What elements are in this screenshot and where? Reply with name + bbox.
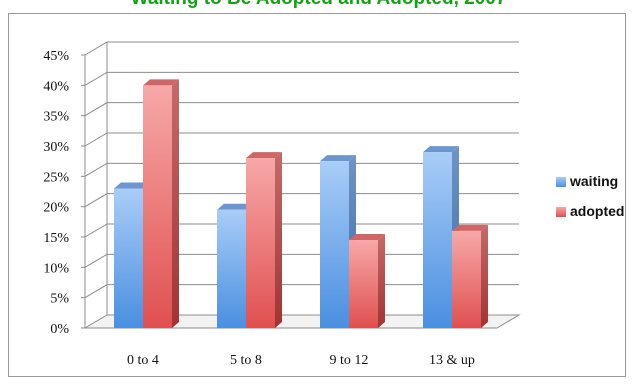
y-tick-label: 20% (43, 201, 69, 216)
bar-side (275, 152, 282, 328)
bar-top (246, 152, 282, 159)
bar-top (320, 155, 356, 162)
legend: waiting adopted (556, 173, 624, 219)
bar-adopted-4 (452, 224, 488, 328)
bar-front (452, 230, 481, 328)
bar-front (349, 240, 378, 328)
bar-top (423, 146, 459, 153)
gridline (84, 41, 519, 56)
bar-top (452, 224, 488, 231)
x-tick-label: 9 to 12 (330, 353, 369, 368)
y-tick-label: 5% (50, 292, 69, 307)
x-tick-label: 0 to 4 (127, 353, 159, 368)
y-tick-label: 35% (43, 110, 69, 125)
y-tick-label: 10% (43, 261, 69, 276)
y-tick-label: 40% (43, 79, 69, 94)
bar-side (481, 224, 488, 328)
y-tick-label: 0% (50, 322, 69, 337)
bar-front (143, 85, 172, 328)
bar-front (423, 152, 452, 328)
bar-front (246, 158, 275, 328)
legend-swatch-adopted (556, 207, 566, 217)
y-tick-label: 25% (43, 170, 69, 185)
y-tick-label: 30% (43, 140, 69, 155)
bars (114, 79, 488, 328)
bar-top (114, 182, 150, 189)
chart-title: Waiting to Be Adopted and Adopted, 2007 (0, 0, 637, 10)
y-tick-label: 15% (43, 231, 69, 246)
legend-swatch-waiting (556, 177, 566, 187)
bar-front (320, 161, 349, 328)
bar-adopted-2 (246, 152, 282, 328)
bar-adopted-3 (349, 234, 385, 328)
x-tick-labels: 0 to 4 5 to 8 9 to 12 13 & up (127, 353, 475, 368)
legend-label-waiting: waiting (569, 173, 618, 189)
legend-label-adopted: adopted (570, 203, 624, 219)
bar-top (349, 234, 385, 241)
bar-top (217, 203, 253, 210)
y-tick-labels: 0% 5% 10% 15% 20% 25% 30% 35% 40% 45% (43, 49, 69, 337)
bar-side (172, 79, 179, 328)
x-tick-label: 5 to 8 (230, 353, 262, 368)
x-tick-label: 13 & up (429, 353, 475, 368)
bar-adopted-1 (143, 79, 179, 328)
bar-side (378, 234, 385, 328)
bar-front (217, 209, 246, 328)
bar-front (114, 188, 143, 328)
bar-top (143, 79, 179, 86)
y-tick-label: 45% (43, 49, 69, 64)
